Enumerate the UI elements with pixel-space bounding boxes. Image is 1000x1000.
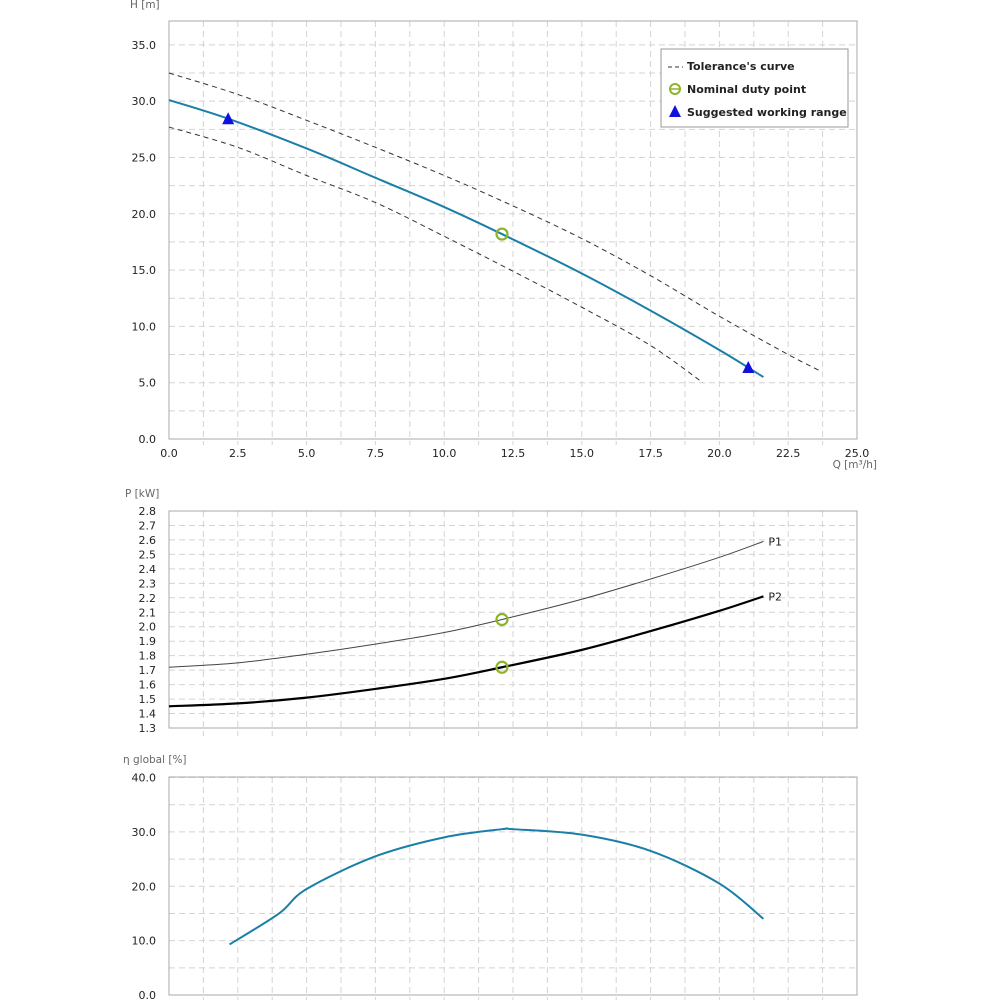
- series-label-p2: P2: [768, 590, 782, 603]
- y-tick-label: 2.0: [139, 621, 157, 634]
- nominal-duty-point: [495, 612, 509, 627]
- y-tick-label: 2.3: [139, 577, 157, 590]
- y-tick-label: 10.0: [132, 320, 157, 333]
- y-tick-label: 2.4: [139, 563, 157, 576]
- y-tick-label: 1.3: [139, 722, 157, 735]
- x-tick-label: 22.5: [776, 447, 801, 460]
- y-tick-label: 2.5: [139, 548, 157, 561]
- y-tick-label: 0.0: [139, 433, 157, 446]
- working-range-legend-icon: [669, 105, 681, 117]
- y-tick-label: 30.0: [132, 826, 157, 839]
- legend: Tolerance's curve Nominal duty point Sug…: [660, 48, 849, 128]
- y-tick-label: 1.7: [139, 664, 157, 677]
- y-tick-label: 30.0: [132, 95, 157, 108]
- legend-tolerance: Tolerance's curve: [687, 60, 795, 73]
- y-tick-label: 35.0: [132, 39, 157, 52]
- series-label-p1: P1: [768, 535, 782, 548]
- plot-frame: [168, 776, 858, 996]
- y-tick-label: 2.6: [139, 534, 157, 547]
- nominal-duty-point: [495, 227, 509, 241]
- y-axis-label: H [m]: [130, 0, 160, 11]
- plot-frame: [168, 20, 858, 440]
- y-tick-label: 2.1: [139, 606, 157, 619]
- y-tick-label: 1.8: [139, 650, 157, 663]
- x-tick-label: 0.0: [160, 447, 178, 460]
- y-tick-label: 1.9: [139, 635, 157, 648]
- x-tick-label: 7.5: [367, 447, 385, 460]
- y-tick-label: 5.0: [139, 377, 157, 390]
- --curve: [229, 827, 765, 946]
- x-tick-label: 10.0: [432, 447, 457, 460]
- y-tick-label: 20.0: [132, 880, 157, 893]
- y-tick-label: 40.0: [132, 772, 157, 785]
- y-tick-label: 2.8: [139, 505, 157, 518]
- y-tick-label: 10.0: [132, 935, 157, 948]
- x-tick-label: 5.0: [298, 447, 316, 460]
- p2-curve: [168, 595, 764, 708]
- working-range-marker: [742, 361, 755, 374]
- plot-frame: [168, 510, 858, 729]
- head-chart: 0.0 5.0 10.0 15.0 20.0 25.0 30.0 35.0 0.0 2.5 5.0 7…: [130, 0, 877, 471]
- y-tick-label: 2.7: [139, 519, 157, 532]
- x-tick-label: 25.0: [845, 447, 870, 460]
- y-tick-label: 1.5: [139, 693, 157, 706]
- x-tick-label: 2.5: [229, 447, 247, 460]
- p1-curve: [168, 540, 764, 668]
- x-tick-label: 15.0: [570, 447, 595, 460]
- y-tick-label: 0.0: [139, 989, 157, 1000]
- efficiency-chart: 0.0 10.0 20.0 30.0 40.0 η global [%]: [123, 754, 858, 1000]
- y-tick-label: 15.0: [132, 264, 157, 277]
- legend-duty-point: Nominal duty point: [687, 83, 806, 96]
- h-curve: [168, 99, 764, 378]
- y-axis-label: P [kW]: [125, 488, 159, 500]
- x-tick-label: 17.5: [638, 447, 663, 460]
- x-tick-label: 12.5: [501, 447, 526, 460]
- power-chart: 1.31.41.51.61.71.81.92.02.12.22.32.42.52…: [125, 488, 858, 736]
- y-axis-label: η global [%]: [123, 754, 187, 766]
- tolerance-lower-curve: [168, 126, 704, 384]
- x-axis-label: Q [m³/h]: [833, 459, 877, 471]
- y-tick-label: 2.2: [139, 592, 157, 605]
- y-tick-label: 1.4: [139, 708, 157, 721]
- legend-working-range: Suggested working range: [687, 106, 847, 119]
- y-tick-label: 25.0: [132, 151, 157, 164]
- y-tick-label: 1.6: [139, 679, 157, 692]
- working-range-marker: [222, 112, 235, 125]
- nominal-duty-point: [495, 660, 509, 674]
- x-tick-label: 20.0: [707, 447, 732, 460]
- y-tick-label: 20.0: [132, 208, 157, 221]
- tolerance-upper-curve: [168, 72, 822, 372]
